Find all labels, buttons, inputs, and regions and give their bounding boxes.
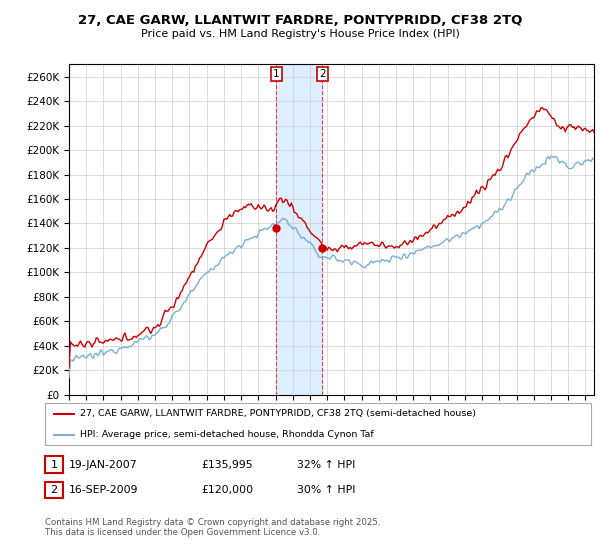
Text: 27, CAE GARW, LLANTWIT FARDRE, PONTYPRIDD, CF38 2TQ (semi-detached house): 27, CAE GARW, LLANTWIT FARDRE, PONTYPRID… xyxy=(80,409,476,418)
Text: 30% ↑ HPI: 30% ↑ HPI xyxy=(297,485,355,495)
Text: 19-JAN-2007: 19-JAN-2007 xyxy=(69,460,137,470)
Text: 16-SEP-2009: 16-SEP-2009 xyxy=(69,485,139,495)
Text: 2: 2 xyxy=(319,69,326,80)
Text: £135,995: £135,995 xyxy=(201,460,253,470)
Text: £120,000: £120,000 xyxy=(201,485,253,495)
Text: Price paid vs. HM Land Registry's House Price Index (HPI): Price paid vs. HM Land Registry's House … xyxy=(140,29,460,39)
Text: 1: 1 xyxy=(273,69,280,80)
Text: 32% ↑ HPI: 32% ↑ HPI xyxy=(297,460,355,470)
Text: 27, CAE GARW, LLANTWIT FARDRE, PONTYPRIDD, CF38 2TQ: 27, CAE GARW, LLANTWIT FARDRE, PONTYPRID… xyxy=(78,14,522,27)
Text: Contains HM Land Registry data © Crown copyright and database right 2025.
This d: Contains HM Land Registry data © Crown c… xyxy=(45,518,380,538)
Bar xyxy=(277,64,322,395)
Text: 1: 1 xyxy=(50,460,58,470)
Text: 2: 2 xyxy=(50,485,58,495)
Text: HPI: Average price, semi-detached house, Rhondda Cynon Taf: HPI: Average price, semi-detached house,… xyxy=(80,430,374,439)
